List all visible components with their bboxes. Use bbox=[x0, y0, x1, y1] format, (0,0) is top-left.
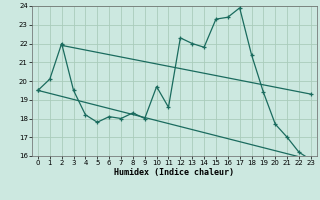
X-axis label: Humidex (Indice chaleur): Humidex (Indice chaleur) bbox=[115, 168, 234, 177]
